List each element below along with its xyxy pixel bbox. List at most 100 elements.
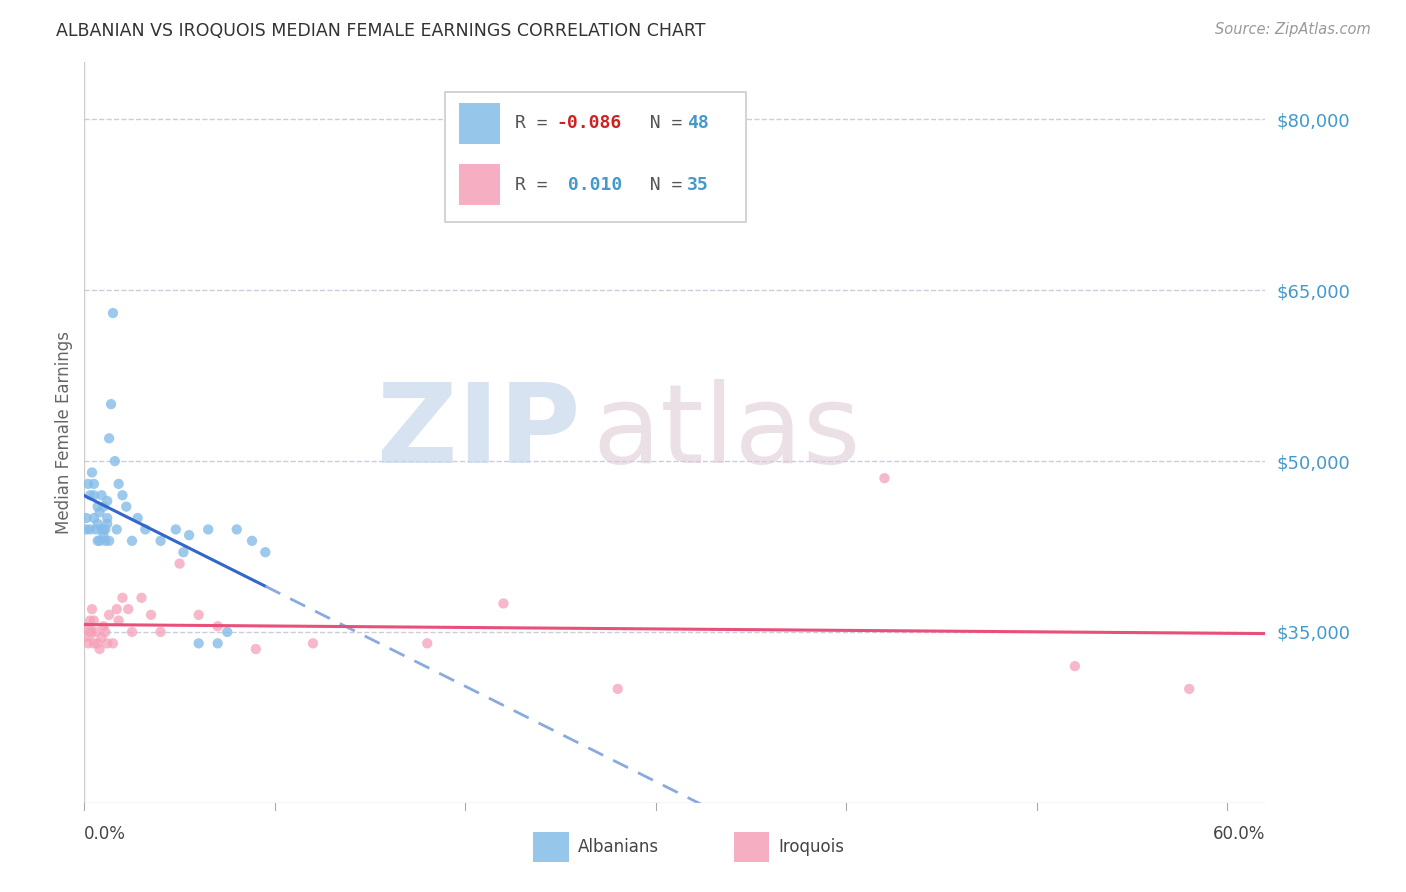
Point (98, 431, 121, 445)
Point (93, 528, 115, 542)
Point (79, 624, 101, 639)
Point (104, 454, 127, 468)
Text: atlas: atlas (592, 379, 860, 486)
Point (80, 602, 103, 616)
Point (149, 533, 172, 548)
FancyBboxPatch shape (444, 92, 745, 221)
Point (240, 533, 263, 548)
Point (96, 494, 118, 508)
Text: 0.0%: 0.0% (84, 825, 127, 843)
Point (245, 642, 267, 657)
Text: Albanians: Albanians (578, 838, 659, 856)
Point (105, 602, 128, 616)
Point (101, 306, 124, 320)
Text: R =: R = (516, 114, 560, 132)
Point (606, 681, 628, 696)
Point (131, 591, 153, 605)
Point (873, 471, 896, 485)
Point (117, 602, 139, 616)
Point (89, 533, 111, 548)
Point (100, 397, 122, 411)
Point (90, 631, 112, 645)
Point (94, 624, 117, 639)
Text: 48: 48 (686, 114, 709, 132)
Point (302, 636, 325, 650)
Point (86, 500, 108, 514)
Point (134, 523, 156, 537)
Point (416, 636, 439, 650)
Point (98, 607, 121, 622)
Bar (533, 832, 568, 862)
Point (90, 523, 112, 537)
Point (83, 476, 105, 491)
Point (187, 636, 209, 650)
Point (225, 523, 247, 537)
Point (127, 511, 149, 525)
Point (492, 597, 515, 611)
Bar (458, 103, 501, 144)
Text: 60.0%: 60.0% (1213, 825, 1265, 843)
Point (94, 533, 117, 548)
Point (111, 488, 134, 502)
Point (75, 511, 97, 525)
Point (96, 511, 118, 525)
Point (172, 545, 194, 559)
Point (90, 488, 112, 502)
Text: N =: N = (627, 176, 693, 194)
Point (77, 636, 100, 650)
Point (89, 505, 111, 519)
Text: Iroquois: Iroquois (779, 838, 845, 856)
Text: 0.010: 0.010 (557, 176, 621, 194)
Point (79, 614, 101, 628)
Point (197, 523, 219, 537)
Point (254, 545, 277, 559)
Point (139, 607, 162, 622)
Point (207, 636, 229, 650)
Text: 35: 35 (686, 176, 709, 194)
Text: Source: ZipAtlas.com: Source: ZipAtlas.com (1215, 22, 1371, 37)
Point (93, 500, 115, 514)
Point (84, 523, 107, 537)
Point (96, 636, 118, 650)
Point (79, 488, 101, 502)
Point (207, 619, 229, 633)
Bar (458, 164, 501, 205)
Point (187, 607, 209, 622)
Point (83, 488, 105, 502)
Point (75, 624, 97, 639)
Point (86, 533, 108, 548)
Point (179, 528, 201, 542)
Point (169, 557, 191, 571)
Point (165, 523, 187, 537)
Point (83, 511, 105, 525)
Point (111, 591, 134, 605)
Point (105, 523, 128, 537)
Point (1178, 681, 1201, 696)
Text: ALBANIAN VS IROQUOIS MEDIAN FEMALE EARNINGS CORRELATION CHART: ALBANIAN VS IROQUOIS MEDIAN FEMALE EARNI… (56, 22, 706, 40)
Point (107, 476, 129, 491)
Point (121, 624, 143, 639)
Point (94, 523, 117, 537)
Point (107, 614, 129, 628)
Y-axis label: Median Female Earnings: Median Female Earnings (55, 331, 73, 534)
Point (89, 642, 111, 657)
Point (1064, 659, 1087, 673)
Point (80, 466, 103, 480)
Point (149, 624, 172, 639)
Point (96, 516, 118, 531)
Point (86, 636, 108, 650)
Text: -0.086: -0.086 (557, 114, 621, 132)
Point (79, 523, 101, 537)
Point (84, 624, 107, 639)
Point (115, 500, 138, 514)
Point (93, 619, 115, 633)
Text: ZIP: ZIP (377, 379, 581, 486)
Text: R =: R = (516, 176, 560, 194)
Bar (734, 832, 769, 862)
Point (77, 476, 100, 491)
Point (93, 523, 115, 537)
Point (75, 523, 97, 537)
Point (98, 533, 121, 548)
Point (101, 636, 124, 650)
Point (83, 636, 105, 650)
